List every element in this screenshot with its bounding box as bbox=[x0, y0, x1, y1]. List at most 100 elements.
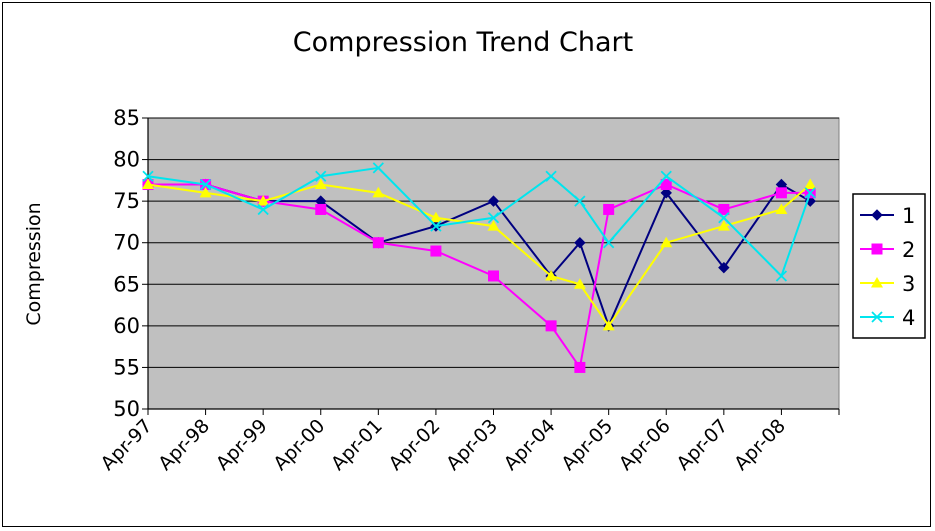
data-point bbox=[487, 220, 500, 231]
plot-area bbox=[147, 117, 840, 410]
chart-title: Compression Trend Chart bbox=[293, 27, 633, 58]
legend-marker bbox=[871, 243, 883, 255]
marker-stroke bbox=[603, 237, 615, 249]
marker-stroke bbox=[718, 212, 730, 224]
marker-stroke bbox=[804, 187, 816, 199]
data-point bbox=[199, 186, 212, 198]
data-point bbox=[775, 203, 788, 214]
series-line bbox=[147, 183, 811, 328]
data-point bbox=[804, 187, 816, 199]
data-point bbox=[660, 187, 672, 199]
marker-stroke bbox=[545, 170, 557, 182]
data-point bbox=[574, 361, 586, 373]
x-tick-label: Apr-99 bbox=[212, 415, 272, 475]
data-point bbox=[804, 178, 817, 190]
data-point bbox=[429, 211, 442, 223]
legend-item-3: 3 bbox=[860, 272, 915, 296]
data-point bbox=[660, 170, 672, 182]
data-point bbox=[545, 320, 557, 332]
x-tick-label: Apr-08 bbox=[730, 415, 790, 475]
legend-label: 3 bbox=[902, 272, 915, 296]
legend-label: 1 bbox=[902, 204, 915, 228]
y-tick-label: 60 bbox=[113, 314, 140, 338]
data-point bbox=[430, 220, 442, 232]
data-point bbox=[775, 270, 788, 282]
data-point bbox=[315, 170, 327, 182]
data-point bbox=[488, 270, 499, 282]
series-3 bbox=[142, 178, 817, 331]
data-point bbox=[257, 195, 270, 206]
data-point bbox=[545, 170, 557, 182]
data-point bbox=[717, 220, 730, 231]
y-tick-label: 85 bbox=[113, 106, 140, 130]
legend-marker bbox=[871, 209, 883, 221]
data-point bbox=[372, 186, 385, 198]
legend-label: 4 bbox=[902, 306, 915, 330]
marker-stroke bbox=[574, 195, 586, 207]
data-point bbox=[573, 278, 586, 289]
x-tick-label: Apr-97 bbox=[97, 415, 157, 475]
data-point bbox=[314, 178, 327, 190]
data-point bbox=[257, 203, 269, 216]
x-tick-label: Apr-98 bbox=[154, 415, 214, 475]
legend-item-2: 2 bbox=[860, 238, 915, 262]
data-point bbox=[660, 179, 672, 191]
data-point bbox=[602, 319, 615, 331]
series-4 bbox=[142, 162, 816, 282]
y-tick-label: 75 bbox=[113, 189, 140, 213]
x-tick-label: Apr-06 bbox=[615, 415, 675, 475]
data-point bbox=[660, 236, 673, 248]
marker-stroke bbox=[430, 220, 442, 232]
data-point bbox=[487, 212, 500, 224]
marker-stroke bbox=[199, 178, 212, 191]
y-axis-label: Compression bbox=[23, 202, 45, 325]
marker-stroke bbox=[257, 203, 269, 216]
data-point bbox=[430, 245, 442, 257]
legend-label: 2 bbox=[902, 238, 915, 262]
y-tick-label: 65 bbox=[113, 272, 140, 296]
marker-stroke bbox=[315, 170, 327, 182]
x-tick-label: Apr-02 bbox=[385, 415, 445, 475]
data-point bbox=[574, 237, 586, 249]
data-point bbox=[487, 195, 500, 207]
marker-stroke bbox=[775, 270, 788, 282]
x-tick-label: Apr-07 bbox=[672, 415, 732, 475]
data-point bbox=[545, 269, 558, 281]
data-point bbox=[372, 162, 384, 174]
marker-stroke bbox=[487, 212, 500, 224]
legend-item-1: 1 bbox=[860, 204, 915, 228]
series-line bbox=[147, 166, 812, 278]
series-line bbox=[148, 183, 811, 329]
data-point bbox=[372, 237, 384, 249]
series-line bbox=[148, 183, 811, 370]
data-point bbox=[718, 203, 730, 215]
data-point bbox=[199, 178, 212, 191]
data-point bbox=[775, 187, 787, 199]
marker-stroke bbox=[660, 170, 672, 182]
data-point bbox=[574, 195, 586, 207]
y-tick-label: 50 bbox=[113, 397, 140, 421]
legend: 1 2 3 4 bbox=[852, 193, 926, 339]
marker-stroke bbox=[372, 162, 384, 174]
x-tick-label: Apr-00 bbox=[269, 415, 329, 475]
data-point bbox=[603, 237, 615, 249]
data-point bbox=[142, 170, 154, 182]
data-point bbox=[718, 212, 730, 224]
y-tick-label: 80 bbox=[113, 148, 140, 172]
data-point bbox=[142, 178, 154, 190]
marker-stroke bbox=[142, 170, 154, 182]
x-tick-label: Apr-05 bbox=[557, 415, 617, 475]
legend-item-4: 4 bbox=[860, 306, 915, 330]
data-point bbox=[603, 203, 615, 215]
legend-marker bbox=[871, 277, 883, 288]
y-tick-label: 55 bbox=[113, 355, 140, 379]
x-tick-label: Apr-04 bbox=[500, 415, 560, 475]
marker-stroke bbox=[871, 311, 883, 323]
x-tick-label: Apr-03 bbox=[442, 415, 502, 475]
legend-marker bbox=[871, 311, 883, 323]
y-tick-label: 70 bbox=[113, 231, 140, 255]
data-point bbox=[315, 203, 327, 215]
legend-box bbox=[852, 193, 926, 339]
x-tick-label: Apr-01 bbox=[327, 415, 387, 475]
